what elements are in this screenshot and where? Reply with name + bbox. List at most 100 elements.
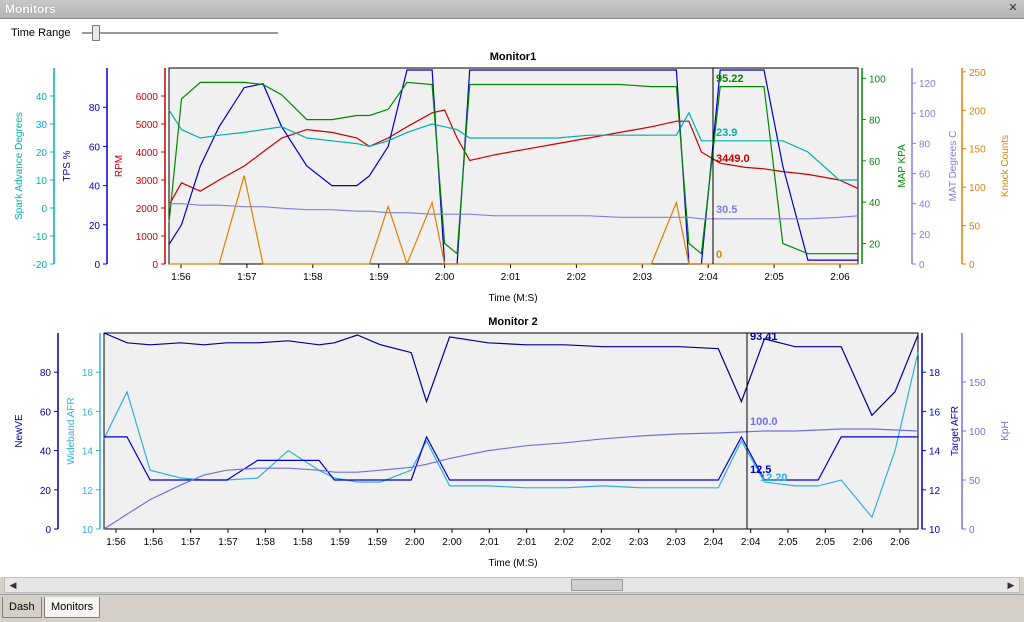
x-tick-label: 2:05 bbox=[816, 537, 836, 548]
x-tick-label: 2:03 bbox=[666, 537, 686, 548]
axis-label-afr_target: Target AFR bbox=[950, 406, 961, 456]
x-tick-label: 1:56 bbox=[106, 537, 126, 548]
time-range-slider-track[interactable] bbox=[82, 32, 278, 35]
axis-tick-label-mat: 120 bbox=[919, 79, 936, 90]
monitor1-readout-knock: 0 bbox=[716, 249, 722, 261]
axis-tick-label-mat: 60 bbox=[919, 170, 931, 181]
axis-tick-label-map: 20 bbox=[869, 239, 881, 250]
tab-dash[interactable]: Dash bbox=[2, 597, 42, 618]
monitor2-axes: 0 20 40 60 80 NewVE 10 12 14 16 18 Wideband AFR 10 12… bbox=[14, 333, 1011, 536]
axis-tick-label-tps: 20 bbox=[89, 221, 101, 232]
close-icon[interactable]: ✕ bbox=[1008, 2, 1018, 14]
axis-tick-label-spark: 10 bbox=[36, 176, 48, 187]
series-line-map bbox=[168, 81, 858, 255]
axis-tick-label-mat: 20 bbox=[919, 230, 931, 241]
axis-tick-label-afr_target: 12 bbox=[929, 486, 941, 497]
horizontal-scrollbar[interactable]: ◀ ▶ bbox=[4, 577, 1020, 593]
axis-tick-label-map: 100 bbox=[869, 74, 886, 85]
axis-tick-label-spark: 0 bbox=[41, 204, 47, 215]
axis-tick-label-kph: 150 bbox=[969, 378, 986, 389]
x-tick-label: 1:56 bbox=[171, 272, 191, 283]
axis-tick-label-newve: 80 bbox=[40, 368, 52, 379]
axis-tick-label-rpm: 5000 bbox=[136, 120, 159, 131]
series-line-newve bbox=[103, 332, 919, 417]
axis-tick-label-afr_wb: 12 bbox=[82, 486, 94, 497]
monitor2-readout-newve: 93.41 bbox=[750, 331, 778, 343]
axis-tick-label-newve: 20 bbox=[40, 486, 52, 497]
axis-tick-label-afr_target: 14 bbox=[929, 447, 941, 458]
axis-tick-label-newve: 60 bbox=[40, 407, 52, 418]
monitors-panel: Monitor1 Time (M:S) 1:56 1:57 1:58 1:59 2:00… bbox=[0, 47, 1024, 577]
x-tick-label: 2:06 bbox=[853, 537, 873, 548]
axis-tick-label-spark: -20 bbox=[33, 260, 48, 271]
axis-tick-label-rpm: 0 bbox=[152, 260, 158, 271]
axis-tick-label-afr_wb: 18 bbox=[82, 368, 94, 379]
monitor2-x-ticks: 1:56 1:56 1:57 1:57 1:58 1:58 1:59 1:59 2:00 2:00… bbox=[106, 529, 910, 548]
window-titlebar: Monitors ✕ bbox=[0, 0, 1024, 19]
x-tick-label: 1:58 bbox=[256, 537, 276, 548]
x-tick-label: 1:59 bbox=[330, 537, 350, 548]
axis-tick-label-map: 80 bbox=[869, 116, 881, 127]
x-tick-label: 1:59 bbox=[369, 272, 389, 283]
axis-tick-label-afr_wb: 16 bbox=[82, 407, 94, 418]
x-tick-label: 2:05 bbox=[764, 272, 784, 283]
monitor1-series bbox=[168, 69, 859, 266]
x-tick-label: 2:00 bbox=[435, 272, 455, 283]
scroll-right-icon[interactable]: ▶ bbox=[1007, 580, 1015, 590]
tab-bar: Dash Monitors bbox=[0, 594, 1024, 622]
x-tick-label: 2:00 bbox=[442, 537, 462, 548]
axis-tick-label-tps: 80 bbox=[89, 103, 101, 114]
axis-tick-label-rpm: 4000 bbox=[136, 148, 159, 159]
axis-tick-label-afr_target: 18 bbox=[929, 368, 941, 379]
axis-tick-label-mat: 40 bbox=[919, 200, 931, 211]
x-tick-label: 2:02 bbox=[567, 272, 587, 283]
axis-label-kph: KpH bbox=[1000, 421, 1011, 440]
axis-tick-label-kph: 100 bbox=[969, 427, 986, 438]
x-tick-label: 1:57 bbox=[181, 537, 201, 548]
x-tick-label: 2:03 bbox=[629, 537, 649, 548]
monitor2-chart[interactable]: Monitor 2 Time (M:S) 1:56 1:56 1:57 1:57 1:5… bbox=[14, 316, 1011, 569]
series-line-rpm bbox=[168, 109, 859, 206]
axis-label-mat: MAT Degrees C bbox=[948, 131, 959, 202]
axis-tick-label-rpm: 2000 bbox=[136, 204, 159, 215]
scrollbar-thumb[interactable] bbox=[571, 579, 623, 591]
monitor2-readout-target-afr: 12.5 bbox=[750, 464, 771, 476]
axis-tick-label-knock: 200 bbox=[969, 106, 986, 117]
time-range-slider-thumb[interactable] bbox=[91, 25, 100, 41]
x-tick-label: 2:01 bbox=[480, 537, 500, 548]
axis-tick-label-kph: 50 bbox=[969, 476, 981, 487]
monitor1-readout-mat: 30.5 bbox=[716, 204, 737, 216]
axis-tick-label-knock: 250 bbox=[969, 68, 986, 79]
x-tick-label: 2:06 bbox=[830, 272, 850, 283]
monitors-svg: Monitor1 Time (M:S) 1:56 1:57 1:58 1:59 2:00… bbox=[14, 51, 1011, 569]
x-tick-label: 1:56 bbox=[144, 537, 164, 548]
time-range-label: Time Range bbox=[11, 27, 71, 39]
monitor1-readout-spark: 23.9 bbox=[716, 127, 737, 139]
series-line-kph bbox=[103, 428, 919, 530]
x-tick-label: 1:57 bbox=[237, 272, 257, 283]
axis-tick-label-rpm: 1000 bbox=[136, 232, 159, 243]
x-tick-label: 2:04 bbox=[741, 537, 761, 548]
monitor2-xlabel: Time (M:S) bbox=[488, 558, 537, 569]
axis-label-map: MAP KPA bbox=[897, 144, 908, 188]
x-tick-label: 2:03 bbox=[633, 272, 653, 283]
axis-tick-label-rpm: 6000 bbox=[136, 92, 159, 103]
x-tick-label: 2:04 bbox=[698, 272, 718, 283]
toolbar: Time Range bbox=[0, 19, 1024, 47]
x-tick-label: 1:58 bbox=[303, 272, 323, 283]
tab-monitors[interactable]: Monitors bbox=[44, 597, 101, 618]
monitor1-x-ticks: 1:56 1:57 1:58 1:59 2:00 2:01 2:02 2:03 2:04 2:05… bbox=[171, 264, 850, 283]
scroll-left-icon[interactable]: ◀ bbox=[9, 580, 17, 590]
x-tick-label: 1:59 bbox=[368, 537, 388, 548]
axis-tick-label-rpm: 3000 bbox=[136, 176, 159, 187]
x-tick-label: 2:01 bbox=[501, 272, 521, 283]
monitor1-readout-map: 95.22 bbox=[716, 73, 744, 85]
axis-label-knock: Knock Counts bbox=[1000, 135, 1011, 197]
axis-label-newve: NewVE bbox=[14, 414, 25, 448]
x-tick-label: 1:57 bbox=[218, 537, 238, 548]
monitor1-chart[interactable]: Monitor1 Time (M:S) 1:56 1:57 1:58 1:59 2:00… bbox=[14, 51, 1011, 304]
monitor2-title: Monitor 2 bbox=[488, 316, 538, 328]
series-line-afr_target bbox=[104, 435, 918, 481]
axis-tick-label-knock: 50 bbox=[969, 222, 981, 233]
axis-tick-label-afr_wb: 10 bbox=[82, 525, 94, 536]
